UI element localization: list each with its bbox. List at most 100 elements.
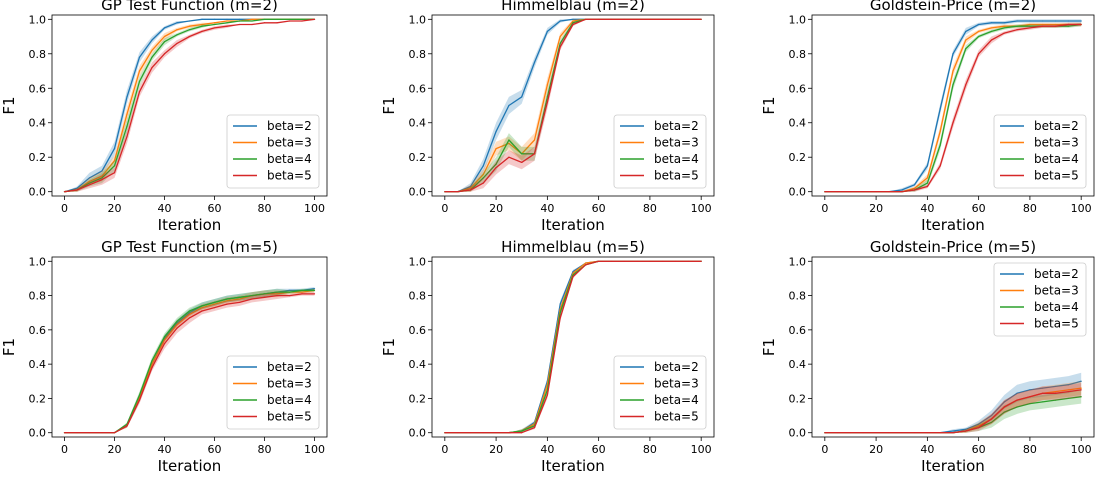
data-point <box>276 22 278 24</box>
data-point <box>952 84 954 86</box>
legend-box <box>613 114 707 189</box>
data-point <box>533 426 536 429</box>
legend-label: beta=5 <box>1034 317 1079 331</box>
data-point <box>952 53 954 55</box>
data-point <box>163 35 166 38</box>
data-point <box>276 294 278 297</box>
data-point <box>849 432 852 434</box>
data-point <box>521 430 523 432</box>
data-point <box>138 399 141 401</box>
data-point <box>1054 390 1057 393</box>
data-point <box>163 53 166 55</box>
data-point <box>913 189 916 191</box>
x-tick-label: 100 <box>691 202 712 215</box>
data-point <box>952 122 954 124</box>
data-point <box>649 260 651 262</box>
x-axis-label: Iteration <box>921 216 985 234</box>
data-point <box>444 432 446 434</box>
data-point <box>1042 387 1044 389</box>
data-point <box>990 421 993 424</box>
x-tick-label: 0 <box>61 202 68 215</box>
legend-box <box>226 355 320 430</box>
data-point <box>251 294 253 297</box>
data-point <box>559 317 561 319</box>
x-tick-label: 20 <box>869 202 883 215</box>
data-point <box>151 360 153 362</box>
data-point <box>63 432 66 434</box>
y-axis-label: F1 <box>760 338 778 356</box>
data-point <box>952 432 954 434</box>
data-point <box>457 432 459 434</box>
data-point <box>288 291 291 293</box>
data-point <box>288 289 291 292</box>
data-point <box>482 182 484 184</box>
x-tick-label: 40 <box>158 443 172 456</box>
data-point <box>495 163 497 165</box>
axes-frame <box>51 256 328 438</box>
y-tick-label: 0.6 <box>409 82 427 95</box>
data-point <box>546 96 548 98</box>
data-point <box>674 18 677 20</box>
data-point <box>263 293 266 295</box>
data-point <box>251 23 253 26</box>
data-point <box>965 84 967 86</box>
data-point <box>990 30 993 32</box>
data-point <box>495 432 497 434</box>
y-axis-label: F1 <box>0 96 18 114</box>
legend-label: beta=4 <box>1034 300 1079 314</box>
x-tick-label: 60 <box>592 202 606 215</box>
y-tick-label: 1.0 <box>409 13 427 26</box>
data-point <box>1067 384 1069 386</box>
data-point <box>1042 392 1044 394</box>
data-point <box>926 185 928 188</box>
data-point <box>862 432 864 434</box>
legend-label: beta=5 <box>267 169 312 183</box>
data-point <box>508 156 510 158</box>
data-point <box>1080 20 1082 22</box>
data-point <box>238 18 241 20</box>
data-point <box>469 187 472 189</box>
data-point <box>1029 25 1031 27</box>
x-tick-label: 0 <box>441 443 448 456</box>
series-band-0 <box>824 372 1082 433</box>
data-point <box>546 30 548 32</box>
data-point <box>469 189 472 191</box>
legend-label: beta=5 <box>267 410 312 424</box>
data-point <box>990 414 993 417</box>
data-point <box>926 182 928 184</box>
x-tick-label: 80 <box>1023 443 1037 456</box>
data-point <box>226 298 228 300</box>
data-point <box>990 27 993 29</box>
legend-label: beta=4 <box>654 393 699 407</box>
y-tick-label: 0.8 <box>29 290 47 303</box>
data-point <box>926 177 928 179</box>
data-point <box>508 139 510 141</box>
data-point <box>824 191 826 193</box>
data-point <box>263 296 266 298</box>
data-point <box>251 298 253 300</box>
data-point <box>939 165 941 167</box>
data-point <box>163 336 166 338</box>
data-point <box>636 260 638 262</box>
legend: beta=2 beta=3 beta=4 beta=5 <box>613 355 707 430</box>
data-point <box>546 101 548 103</box>
x-tick-label: 60 <box>208 443 222 456</box>
x-tick-label: 40 <box>540 443 554 456</box>
data-point <box>1003 25 1005 27</box>
data-point <box>521 161 523 163</box>
data-point <box>1016 20 1018 22</box>
data-point <box>837 191 839 193</box>
data-point <box>901 432 903 434</box>
data-point <box>88 432 91 434</box>
data-point <box>469 185 472 188</box>
data-point <box>1080 380 1082 382</box>
data-point <box>585 262 587 264</box>
y-axis-label: F1 <box>0 338 18 356</box>
data-point <box>76 187 78 189</box>
data-point <box>978 23 980 26</box>
data-point <box>188 20 191 22</box>
legend-box <box>993 114 1087 189</box>
data-point <box>482 173 484 176</box>
data-point <box>176 324 178 326</box>
y-tick-label: 0.2 <box>789 392 807 405</box>
